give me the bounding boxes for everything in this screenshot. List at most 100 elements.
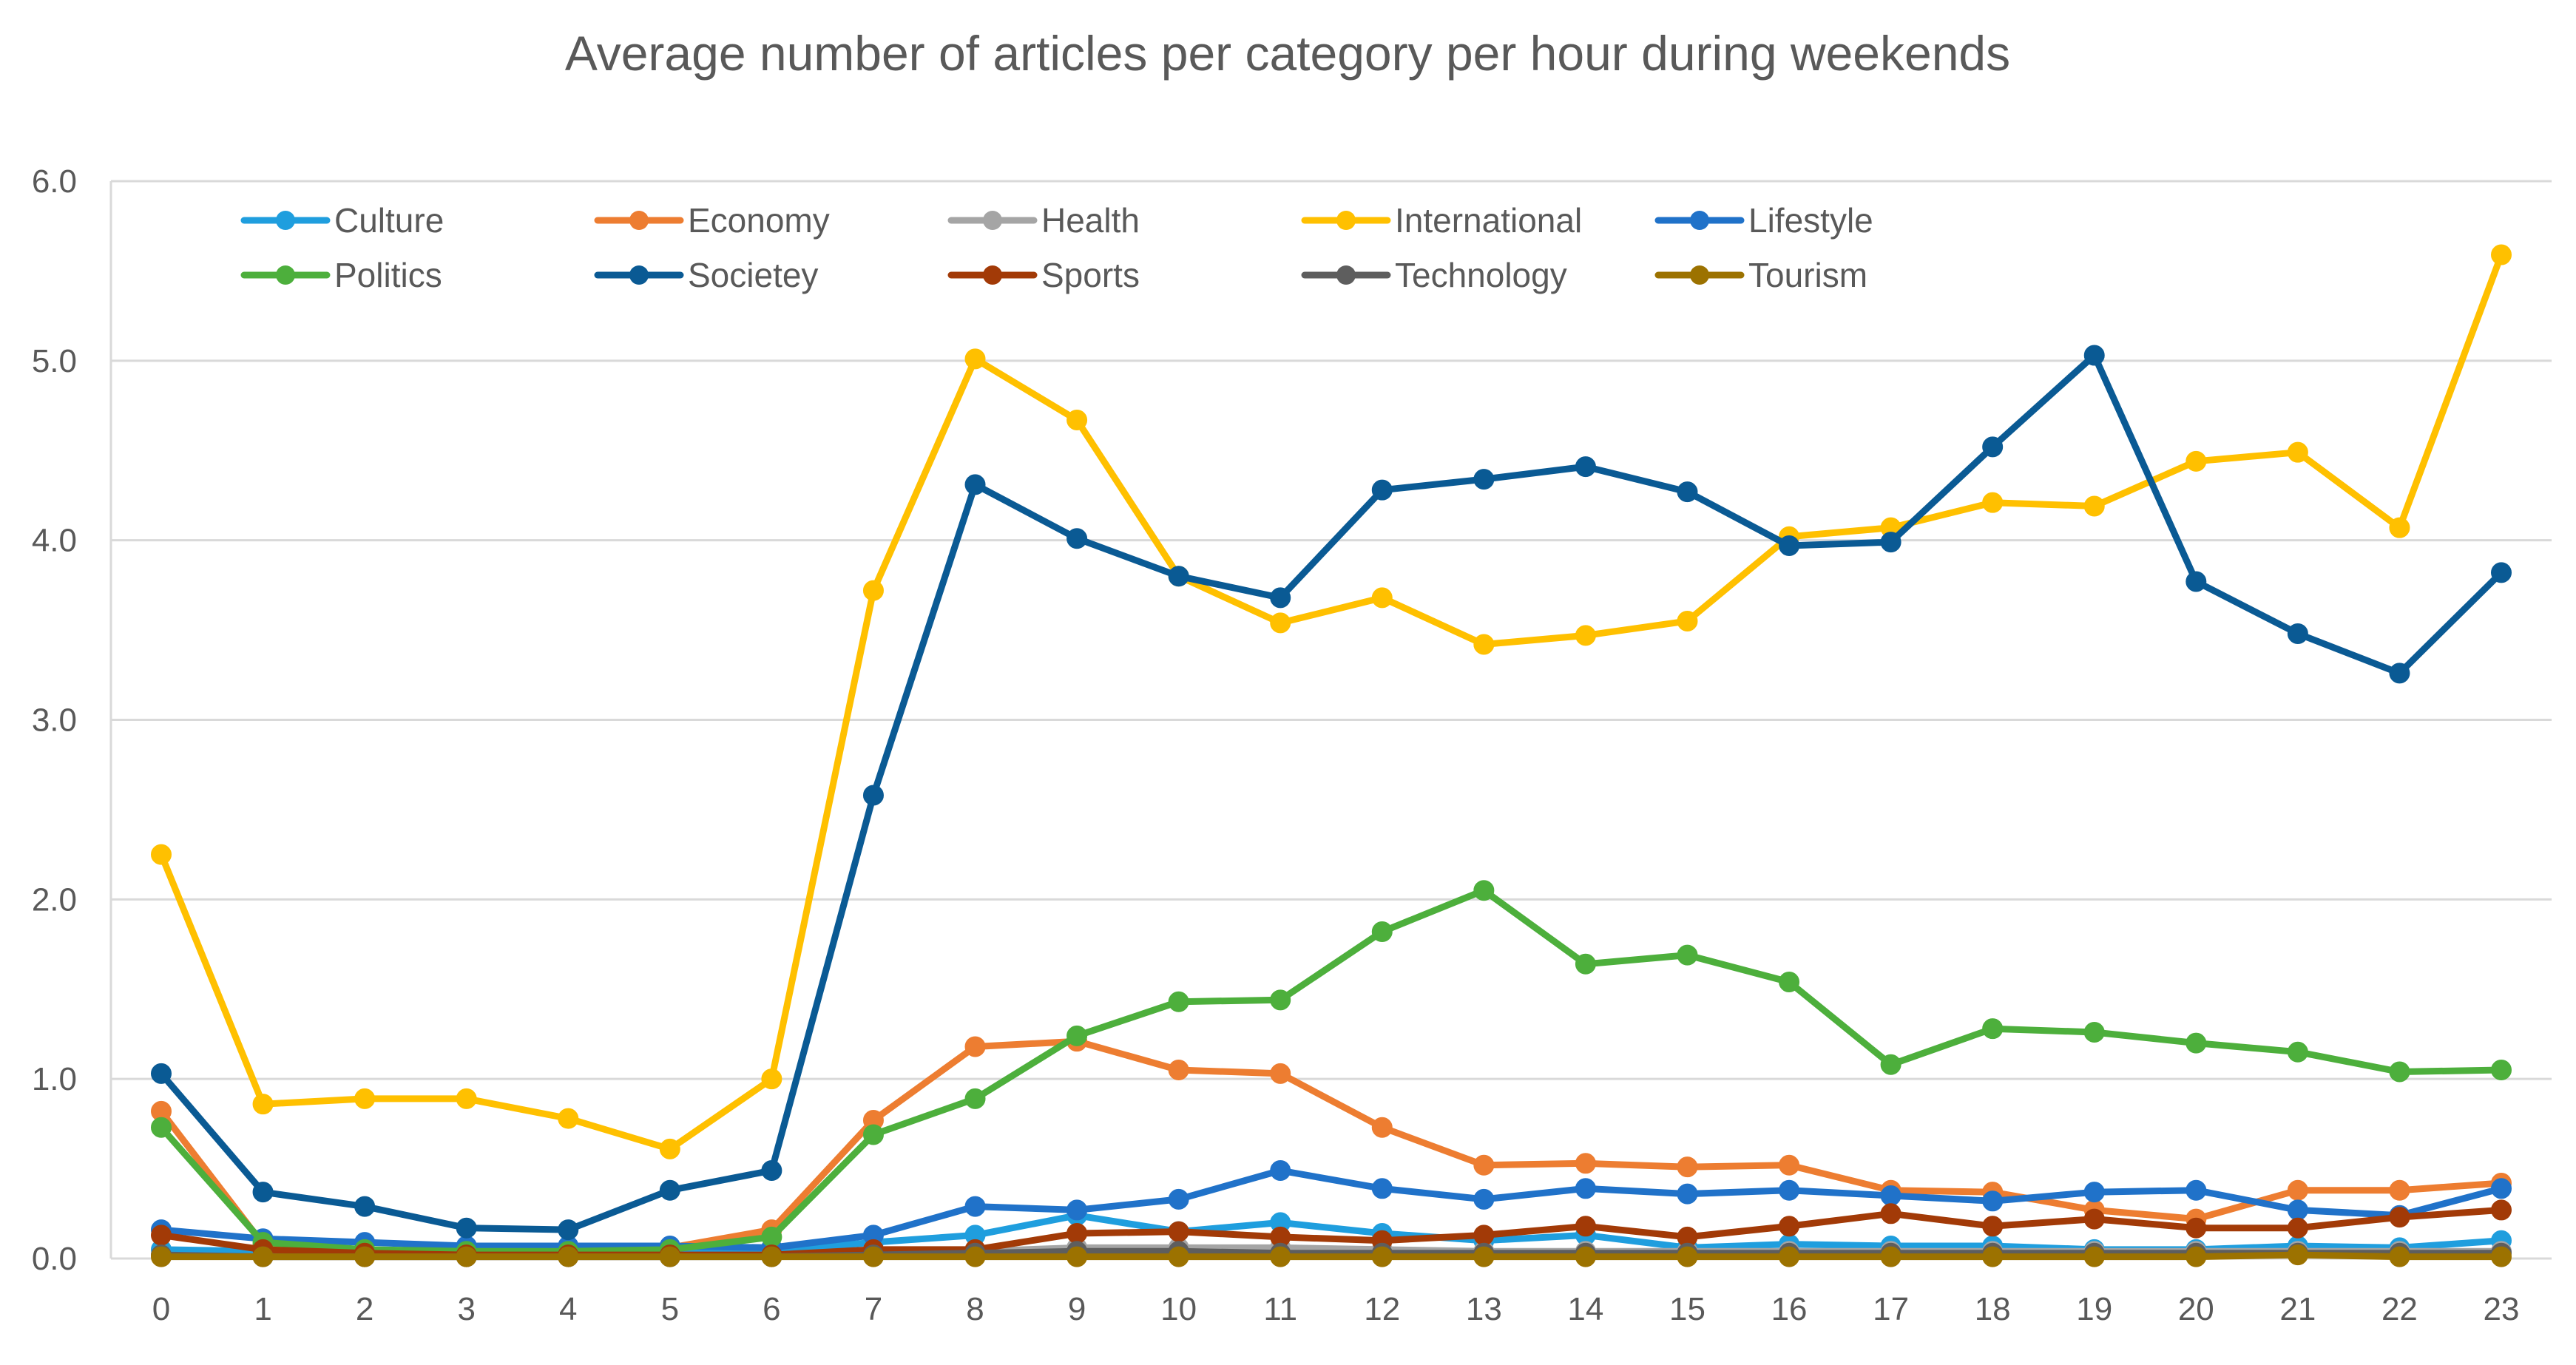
data-point xyxy=(1982,492,2004,513)
data-point xyxy=(1982,1190,2004,1212)
legend-label: Tourism xyxy=(1748,256,1867,294)
data-point xyxy=(1473,1225,1495,1246)
data-point xyxy=(1066,1025,1088,1046)
data-point xyxy=(1168,1188,1189,1210)
legend-label: International xyxy=(1395,201,1582,240)
x-tick-label: 11 xyxy=(1263,1291,1297,1327)
data-point xyxy=(2491,1246,2512,1267)
legend-item: Societey xyxy=(594,256,818,294)
data-point xyxy=(2287,1041,2308,1063)
data-point xyxy=(2185,1217,2207,1239)
data-point xyxy=(2185,1246,2207,1267)
data-point xyxy=(2491,244,2512,265)
legend-item: Tourism xyxy=(1654,256,1867,294)
x-tick-label: 23 xyxy=(2484,1291,2520,1327)
legend-item: Lifestyle xyxy=(1654,201,1873,240)
data-point xyxy=(1982,436,2004,458)
data-point xyxy=(2491,1060,2512,1081)
y-tick-label: 0.0 xyxy=(32,1241,77,1277)
x-tick-label: 19 xyxy=(2076,1291,2112,1327)
data-point xyxy=(1575,1246,1596,1267)
legend-label: Sports xyxy=(1041,256,1140,294)
x-tick-label: 0 xyxy=(152,1291,170,1327)
data-point xyxy=(761,1246,782,1267)
data-point xyxy=(1473,880,1495,901)
legend-swatch-marker xyxy=(276,265,295,285)
data-point xyxy=(2389,1246,2410,1267)
data-point xyxy=(964,1196,986,1217)
legend-swatch-marker xyxy=(1336,265,1356,285)
gridlines xyxy=(111,180,2552,1080)
data-point xyxy=(2185,571,2207,592)
data-point xyxy=(2287,441,2308,463)
legend-item: Culture xyxy=(240,201,444,240)
y-tick-label: 2.0 xyxy=(32,881,77,918)
data-point xyxy=(1779,1179,1800,1201)
data-point xyxy=(354,1196,376,1217)
data-point xyxy=(1168,1221,1189,1242)
x-tick-label: 6 xyxy=(763,1291,780,1327)
data-point xyxy=(964,1036,986,1057)
data-point xyxy=(1982,1216,2004,1237)
x-tick-label: 17 xyxy=(1873,1291,1909,1327)
data-point xyxy=(2185,1032,2207,1054)
x-tick-label: 21 xyxy=(2279,1291,2316,1327)
data-point xyxy=(252,1246,274,1267)
data-point xyxy=(1779,1154,1800,1176)
data-point xyxy=(2287,1179,2308,1201)
data-point xyxy=(2083,1182,2105,1203)
x-tick-label: 4 xyxy=(559,1291,577,1327)
y-tick-label: 3.0 xyxy=(32,702,77,739)
data-point xyxy=(456,1088,477,1109)
data-point xyxy=(1982,1246,2004,1267)
y-tick-label: 5.0 xyxy=(32,343,77,379)
x-tick-label: 1 xyxy=(254,1291,271,1327)
data-point xyxy=(1270,612,1291,634)
data-point xyxy=(2185,450,2207,472)
data-point xyxy=(1779,535,1800,556)
x-tick-label: 20 xyxy=(2178,1291,2214,1327)
data-point xyxy=(354,1088,376,1109)
legend-swatch-marker xyxy=(629,265,649,285)
y-tick-label: 6.0 xyxy=(32,163,77,200)
x-tick-label: 13 xyxy=(1466,1291,1502,1327)
series-line xyxy=(158,887,2505,1255)
data-point xyxy=(1880,532,1901,553)
legend-label: Economy xyxy=(688,201,830,240)
data-point xyxy=(2083,1022,2105,1043)
data-point xyxy=(761,1160,782,1182)
data-point xyxy=(354,1246,376,1267)
legend-label: Technology xyxy=(1395,256,1567,294)
legend-item: Economy xyxy=(594,201,830,240)
data-point xyxy=(1473,1246,1495,1267)
data-point xyxy=(659,1179,680,1201)
data-point xyxy=(1270,1063,1291,1084)
data-point xyxy=(1575,1216,1596,1237)
x-tick-label: 14 xyxy=(1567,1291,1603,1327)
data-point xyxy=(862,1124,884,1145)
data-point xyxy=(2491,562,2512,583)
data-point xyxy=(862,785,884,806)
data-point xyxy=(2389,1061,2410,1083)
series-international xyxy=(151,244,2512,1159)
series-lifestyle xyxy=(151,1160,2512,1259)
legend-item: Politics xyxy=(240,256,442,294)
data-point xyxy=(1473,634,1495,655)
data-point xyxy=(1066,409,1088,430)
legend-label: Lifestyle xyxy=(1748,201,1873,240)
data-point xyxy=(1677,1156,1698,1178)
data-point xyxy=(761,1226,782,1247)
x-tick-label: 18 xyxy=(1975,1291,2011,1327)
data-point xyxy=(1473,1154,1495,1176)
data-point xyxy=(1880,1203,1901,1225)
series-group xyxy=(151,244,2512,1267)
data-point xyxy=(964,348,986,370)
data-point xyxy=(456,1246,477,1267)
data-point xyxy=(1371,479,1393,501)
y-tick-label: 4.0 xyxy=(32,523,77,559)
data-point xyxy=(1677,1246,1698,1267)
x-tick-label: 15 xyxy=(1669,1291,1705,1327)
series-line xyxy=(158,251,2505,1153)
data-point xyxy=(151,1117,172,1138)
